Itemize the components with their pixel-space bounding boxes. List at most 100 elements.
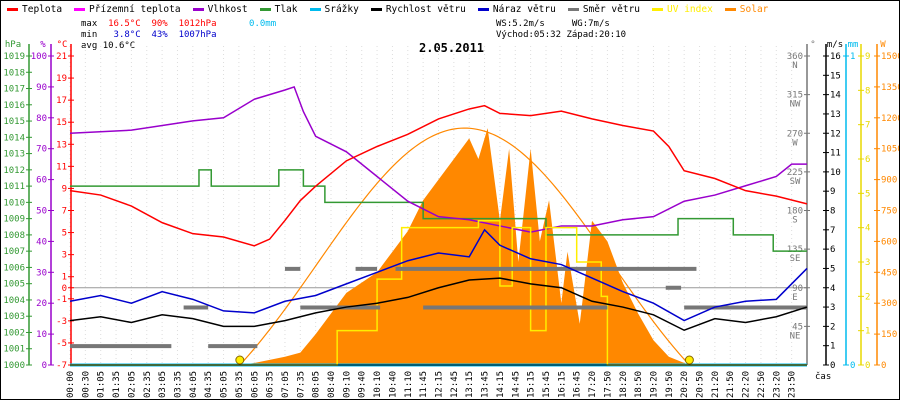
legend-item: Srážky [309,4,359,15]
x-tick-label: 14:45 [511,371,521,398]
temperature-tick-label: 13 [56,140,67,150]
humidity-tick-label: 30 [36,268,47,278]
direction-tick-label: 45 [792,322,803,332]
humidity-tick-label: 100 [31,52,47,62]
x-axis-label: čas [815,371,831,382]
pressure-tick-label: 1004 [3,296,25,306]
temperature-tick-label: -1 [56,295,67,305]
x-tick-label: 10:40 [388,371,398,398]
x-tick-label: 10:10 [373,371,383,398]
stats-min: min 3.8°C 43% 1007hPa [81,30,217,41]
pressure-tick-label: 1011 [3,182,25,192]
legend-item: Teplota [7,4,62,15]
x-tick-label: 19:50 [665,371,675,398]
pressure-tick-label: 1009 [3,215,25,225]
min-pressure: 1007hPa [178,30,217,40]
min-temp: 3.8°C [113,30,141,40]
vlhkost-series [69,85,807,233]
legend-swatch [309,8,321,11]
legend-label: Přízemní teplota [89,4,181,15]
direction-tick-label: 270 [787,129,803,139]
max-humidity: 90% [151,19,168,29]
solar-tick-label: 0 [881,361,886,371]
wind-tick-label: 2 [830,322,835,332]
n-raz-v-tru-series [69,228,808,322]
humidity-tick-label: 0 [42,361,47,371]
direction-tick-label: 135 [787,245,803,255]
legend-swatch [724,8,736,11]
sunrise-marker [235,355,245,365]
wind-direction-mark [355,266,378,271]
direction-tick-label: 180 [787,207,803,217]
wind-unit-label: m/s [827,40,843,50]
solar-unit-label: W [880,40,886,50]
x-tick-label: 09:40 [358,371,368,398]
legend-label: Teplota [22,4,63,15]
x-tick-label: 04:35 [204,371,214,398]
x-tick-label: 15:15 [527,371,537,398]
solar-tick-label: 1500 [881,52,900,62]
legend-label: Náraz větru [492,4,556,15]
rain-tick-label: 1 [850,52,855,62]
legend-swatch [370,8,382,11]
temperature-tick-label: 21 [56,52,67,62]
wind-direction-mark [183,305,209,310]
humidity-tick-label: 20 [36,299,47,309]
x-tick-label: 20:50 [696,371,706,398]
pressure-tick-label: 1003 [3,312,25,322]
pressure-tick-label: 1006 [3,263,25,273]
pressure-unit-label: hPa [5,40,21,50]
stats-wind: WS:5.2m/s WG:7m/s [496,19,610,30]
legend-swatch [652,8,664,11]
wind-tick-label: 13 [830,110,841,120]
wind-direction-mark [423,305,608,310]
temperature-tick-label: 17 [56,96,67,106]
temperature-tick-label: 9 [62,184,67,194]
solar-tick-label: 300 [881,299,897,309]
direction-label: SW [790,177,801,187]
pressure-tick-label: 1014 [3,133,25,143]
humidity-unit-label: % [40,40,46,50]
x-tick-label: 08:05 [312,371,322,398]
pressure-tick-label: 1005 [3,280,25,290]
pressure-tick-label: 1017 [3,85,25,95]
min-label: min [81,30,98,40]
x-tick-label: 01:05 [97,371,107,398]
humidity-tick-label: 80 [36,114,47,124]
legend-swatch [74,8,86,11]
x-tick-label: 23:50 [788,371,798,398]
x-tick-label: 11:45 [419,371,429,398]
pressure-tick-label: 1018 [3,68,25,78]
direction-label: S [792,216,797,226]
rain-tick-label: 0 [850,361,855,371]
legend-item: Přízemní teplota [74,4,181,15]
sunset-marker [684,355,694,365]
uv-tick-label: 9 [865,52,870,62]
sunset: Západ:20:10 [566,30,627,40]
uv-tick-label: 6 [865,155,870,165]
wind-tick-label: 16 [830,52,841,62]
temperature-tick-label: 1 [62,273,67,283]
legend-label: Srážky [324,4,359,15]
legend-swatch [567,8,579,11]
legend-label: Tlak [274,4,298,15]
x-tick-label: 08:40 [327,371,337,398]
x-tick-label: 13:15 [465,371,475,398]
legend-label: Směr větru [582,4,641,15]
humidity-tick-label: 60 [36,176,47,186]
legend-item: Náraz větru [477,4,556,15]
uv-tick-label: 5 [865,189,870,199]
direction-tick-label: 90 [792,284,803,294]
direction-label: SE [790,254,801,264]
x-tick-label: 12:15 [435,371,445,398]
direction-tick-label: 360 [787,52,803,62]
uv-tick-label: 3 [865,258,870,268]
humidity-tick-label: 50 [36,207,47,217]
wind-tick-label: 0 [830,361,835,371]
x-tick-label: 15:45 [542,371,552,398]
x-tick-label: 19:20 [649,371,659,398]
pressure-tick-label: 1001 [3,345,25,355]
humidity-tick-label: 10 [36,330,47,340]
solar-tick-label: 900 [881,176,897,186]
